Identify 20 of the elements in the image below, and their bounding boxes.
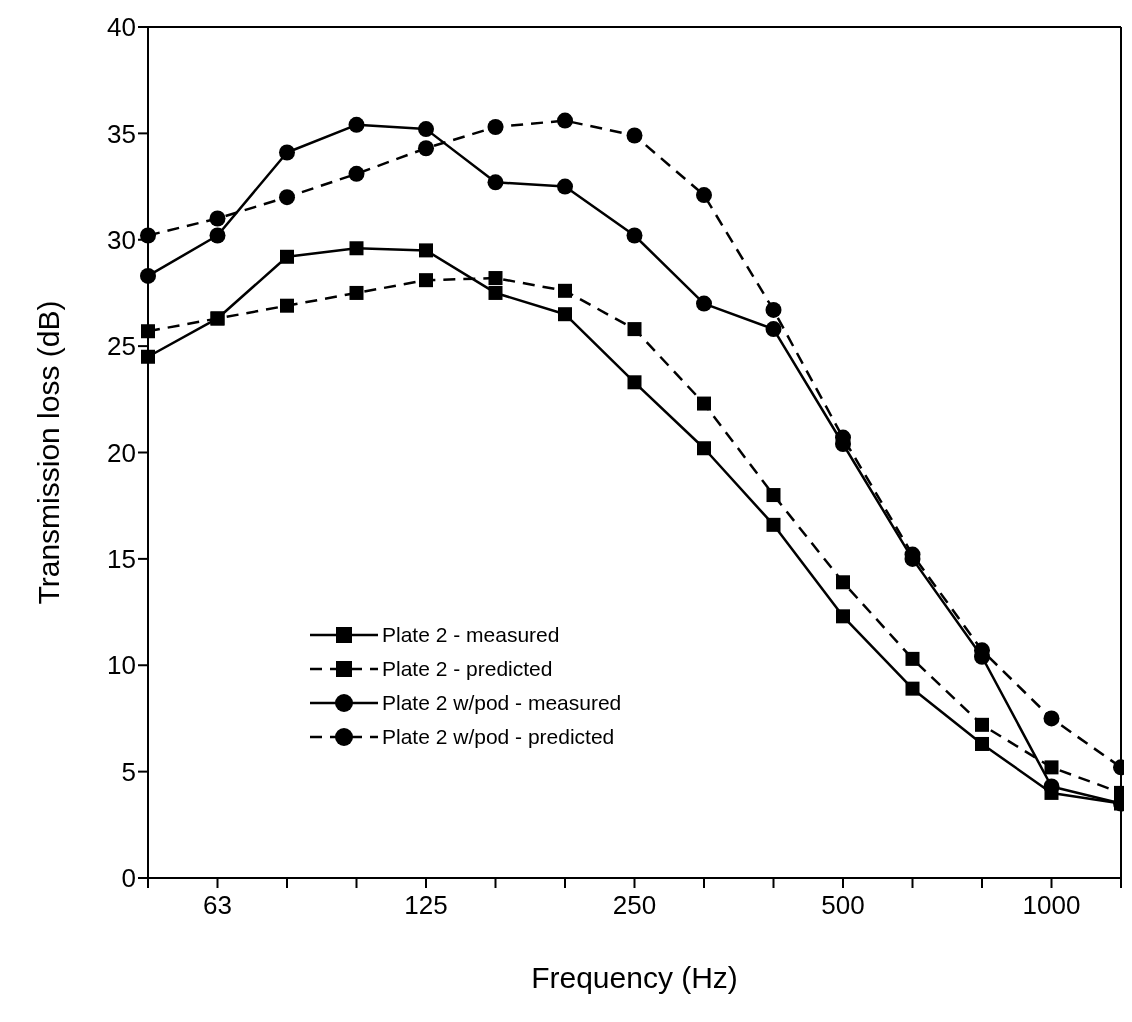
y-tick-label: 35 bbox=[107, 118, 136, 149]
legend-label: Plate 2 - measured bbox=[382, 623, 560, 647]
legend-label: Plate 2 w/pod - predicted bbox=[382, 725, 615, 749]
x-tick-label: 500 bbox=[821, 890, 865, 921]
y-tick-label: 15 bbox=[107, 544, 136, 575]
legend-label: Plate 2 - predicted bbox=[382, 657, 553, 681]
legend-label: Plate 2 w/pod - measured bbox=[382, 691, 622, 715]
x-axis-title: Frequency (Hz) bbox=[531, 961, 738, 994]
y-tick-label: 40 bbox=[107, 12, 136, 43]
x-tick-label: 250 bbox=[612, 890, 657, 921]
y-tick-label: 10 bbox=[107, 650, 136, 681]
y-tick-label: 20 bbox=[107, 437, 136, 468]
y-tick-label: 5 bbox=[121, 756, 136, 787]
y-tick-label: 25 bbox=[107, 331, 136, 362]
x-tick-label: 1000 bbox=[1022, 890, 1081, 921]
x-tick-label: 63 bbox=[203, 890, 232, 921]
y-axis-title: Transmission loss (dB) bbox=[31, 300, 65, 605]
x-tick-label: 125 bbox=[404, 890, 448, 921]
y-tick-label: 30 bbox=[107, 224, 136, 255]
y-tick-label: 0 bbox=[121, 863, 136, 894]
